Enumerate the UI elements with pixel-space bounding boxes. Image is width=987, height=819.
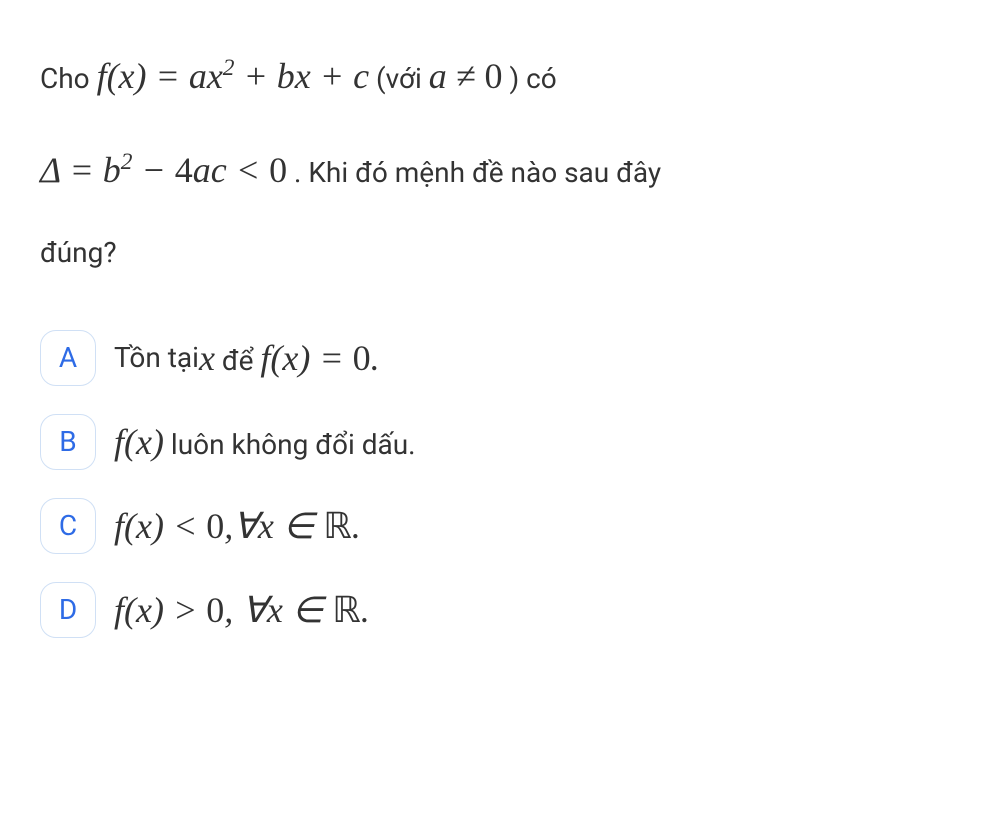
q-math-3: Δ = b2 − 4ac < 0 <box>40 156 287 189</box>
question-line-2: Δ = b2 − 4ac < 0 . Khi đó mệnh đề nào sa… <box>40 156 661 189</box>
q-math-2: a ≠ 0 <box>429 62 503 95</box>
option-c[interactable]: C f(x) < 0,∀x ∈ ℝ. <box>40 498 947 554</box>
option-text-c: f(x) < 0,∀x ∈ ℝ. <box>114 505 361 547</box>
q-math-1: f(x) = ax2 + bx + c <box>97 62 369 95</box>
option-letter-c: C <box>40 498 96 554</box>
option-letter-d: D <box>40 582 96 638</box>
q-text-1: Cho <box>40 62 97 95</box>
q-text-4: . Khi đó mệnh đề nào sau đây <box>294 156 661 189</box>
options-list: A Tồn tại x để f(x) = 0. B f(x) luôn khô… <box>40 330 947 638</box>
option-text-a: Tồn tại x để f(x) = 0. <box>114 337 380 379</box>
option-b-math: f(x) luôn không đổi dấu. <box>114 421 416 463</box>
option-text-d: f(x) > 0, ∀x ∈ ℝ. <box>114 589 370 631</box>
option-d[interactable]: D f(x) > 0, ∀x ∈ ℝ. <box>40 582 947 638</box>
option-c-math: f(x) < 0,∀x ∈ ℝ. <box>114 505 361 547</box>
option-b[interactable]: B f(x) luôn không đổi dấu. <box>40 414 947 470</box>
option-text-b: f(x) luôn không đổi dấu. <box>114 421 416 463</box>
option-letter-a: A <box>40 330 96 386</box>
option-d-math: f(x) > 0, ∀x ∈ ℝ. <box>114 589 370 631</box>
q-text-2: (với <box>376 62 429 95</box>
option-a-math: x để f(x) = 0. <box>199 337 380 379</box>
option-a[interactable]: A Tồn tại x để f(x) = 0. <box>40 330 947 386</box>
question-line-1: Cho f(x) = ax2 + bx + c (với a ≠ 0 ) có <box>40 62 557 95</box>
q-text-3: ) có <box>509 62 556 95</box>
q-text-5: đúng? <box>40 236 117 269</box>
option-letter-b: B <box>40 414 96 470</box>
option-a-prefix: Tồn tại <box>114 341 199 374</box>
question-stem: Cho f(x) = ax2 + bx + c (với a ≠ 0 ) có … <box>40 30 947 290</box>
